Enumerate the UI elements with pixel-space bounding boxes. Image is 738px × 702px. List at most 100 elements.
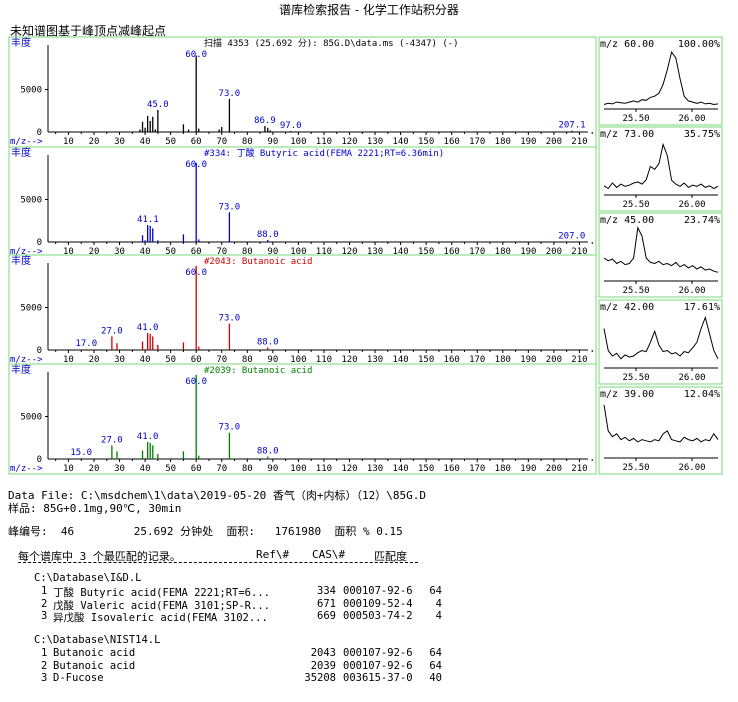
x-tick-label: 110 bbox=[316, 137, 332, 147]
result-cas: 003615-37-0 bbox=[343, 672, 413, 684]
peak-label: 60.0 bbox=[185, 268, 207, 278]
peak-label: 60.0 bbox=[185, 50, 207, 60]
chromatogram-time-label: 26.00 bbox=[678, 114, 705, 124]
chromatogram-time-label: 25.50 bbox=[622, 373, 649, 383]
x-tick-label: 80 bbox=[242, 247, 253, 257]
x-tick-label: 180 bbox=[495, 464, 511, 474]
x-tick-label: 190 bbox=[520, 355, 536, 365]
chromatogram-time-label: 26.00 bbox=[678, 200, 705, 210]
x-tick-label: 140 bbox=[392, 355, 408, 365]
result-match: 64 bbox=[429, 585, 442, 597]
peak-label: 207.1 bbox=[558, 121, 585, 131]
result-ref: 669 bbox=[317, 610, 336, 622]
peak-label: 60.0 bbox=[185, 377, 207, 387]
x-tick-label: 30 bbox=[114, 464, 125, 474]
x-tick-label: 130 bbox=[367, 355, 383, 365]
chromatogram-trace bbox=[603, 142, 719, 190]
peak-label: 73.0 bbox=[219, 423, 241, 433]
x-tick-label: 170 bbox=[469, 355, 485, 365]
x-tick-label: 50 bbox=[165, 137, 176, 147]
chromatogram-time-label: 25.50 bbox=[622, 286, 649, 296]
x-tick-label: 210 bbox=[571, 247, 587, 257]
chromatogram-trace bbox=[603, 50, 719, 106]
chromatogram-frame bbox=[598, 36, 723, 126]
library-path: C:\Database\I&D.L bbox=[34, 572, 142, 584]
x-tick-label: 70 bbox=[216, 464, 227, 474]
result-cas: 000107-92-6 bbox=[343, 585, 413, 597]
x-tick-label: 120 bbox=[341, 137, 357, 147]
x-tick-label: 130 bbox=[367, 464, 383, 474]
peak-label: 27.0 bbox=[101, 326, 123, 336]
chromatogram-trace bbox=[603, 404, 719, 443]
result-name: 戊酸 Valeric acid(FEMA 3101;SP-R... bbox=[53, 599, 270, 612]
result-name: 异戊酸 Isovaleric acid(FEMA 3102... bbox=[53, 612, 268, 624]
x-tick-label: 200 bbox=[546, 355, 562, 365]
x-tick-label: 60 bbox=[191, 137, 202, 147]
result-cas: 000503-74-2 bbox=[343, 610, 413, 622]
result-cas: 000107-92-6 bbox=[343, 659, 413, 672]
chromatogram-frame bbox=[598, 299, 723, 385]
x-tick-label: 110 bbox=[316, 464, 332, 474]
y-tick-label: 5000 bbox=[20, 304, 42, 314]
mz-axis-label: m/z--> bbox=[10, 355, 43, 365]
cas-header: CAS\# bbox=[312, 548, 346, 561]
result-match: 40 bbox=[429, 672, 442, 684]
x-tick-label: 150 bbox=[418, 464, 434, 474]
x-tick-label: 60 bbox=[191, 355, 202, 365]
chromatogram-percent: 12.04% bbox=[684, 389, 720, 400]
peak-label: 15.0 bbox=[70, 448, 92, 458]
x-tick-label: 150 bbox=[418, 137, 434, 147]
y-zero-label: 0 bbox=[37, 346, 42, 356]
peak-label: 41.0 bbox=[137, 323, 159, 333]
result-ref: 2039 bbox=[310, 659, 336, 672]
x-tick-label: 130 bbox=[367, 137, 383, 147]
y-zero-label: 0 bbox=[37, 238, 42, 248]
peak-label: 73.0 bbox=[219, 314, 241, 324]
abundance-label: 丰度 bbox=[11, 146, 31, 159]
sample-line: 样品: 85G+0.1mg,90℃, 30min bbox=[8, 502, 182, 515]
peak-info-line: 峰编号: 46 25.692 分钟处 面积: 1761980 面积 % 0.15 bbox=[8, 525, 403, 538]
chromatogram-time-label: 25.50 bbox=[622, 114, 649, 124]
x-tick-label: 140 bbox=[392, 464, 408, 474]
x-tick-label: 50 bbox=[165, 355, 176, 365]
y-zero-label: 0 bbox=[37, 455, 42, 465]
report-title: 谱库检索报告 - 化学工作站积分器 bbox=[279, 3, 459, 17]
x-tick-label: 90 bbox=[267, 247, 278, 257]
x-tick-label: 80 bbox=[242, 464, 253, 474]
result-ref: 671 bbox=[317, 597, 336, 610]
x-tick-label: 120 bbox=[341, 464, 357, 474]
peak-label: 73.0 bbox=[219, 89, 241, 99]
x-tick-label: 10 bbox=[63, 247, 74, 257]
x-tick-label: 200 bbox=[546, 464, 562, 474]
peak-label: 88.0 bbox=[257, 230, 279, 240]
chromatogram-trace bbox=[603, 226, 719, 273]
peak-label: 97.0 bbox=[280, 121, 302, 131]
y-tick-label: 5000 bbox=[20, 413, 42, 423]
x-tick-label: 10 bbox=[63, 464, 74, 474]
x-tick-label: 100 bbox=[290, 247, 306, 257]
x-tick-label: 70 bbox=[216, 247, 227, 257]
x-tick-label: 110 bbox=[316, 355, 332, 365]
chromatogram-mz: m/z 39.00 bbox=[600, 389, 654, 400]
result-index: 1 bbox=[41, 647, 48, 659]
peak-label: 41.0 bbox=[137, 432, 159, 442]
result-cas: 000109-52-4 bbox=[343, 597, 413, 610]
mz-axis-label: m/z--> bbox=[10, 247, 43, 257]
x-tick-label: 60 bbox=[191, 247, 202, 257]
x-tick-label: 30 bbox=[114, 247, 125, 257]
spectrum-header: #2043: Butanoic acid bbox=[204, 257, 312, 267]
x-tick-label: 90 bbox=[267, 464, 278, 474]
abundance-label: 丰度 bbox=[11, 363, 31, 376]
x-tick-label: 130 bbox=[367, 247, 383, 257]
library-path: C:\Database\NIST14.L bbox=[34, 634, 161, 646]
chromatogram-frame bbox=[598, 126, 723, 212]
spectra-panel: 丰度m/z-->扫描 4353 (25.692 分): 85G.D\data.m… bbox=[8, 36, 723, 475]
x-tick-label: 40 bbox=[140, 355, 151, 365]
result-cas: 000107-92-6 bbox=[343, 647, 413, 659]
peak-label: 60.0 bbox=[185, 160, 207, 170]
ref-header: Ref\# bbox=[256, 548, 290, 561]
y-tick-label: 5000 bbox=[20, 196, 42, 206]
x-tick-label: 40 bbox=[140, 464, 151, 474]
chromatogram-mz: m/z 45.00 bbox=[600, 215, 654, 226]
x-tick-label: 90 bbox=[267, 355, 278, 365]
